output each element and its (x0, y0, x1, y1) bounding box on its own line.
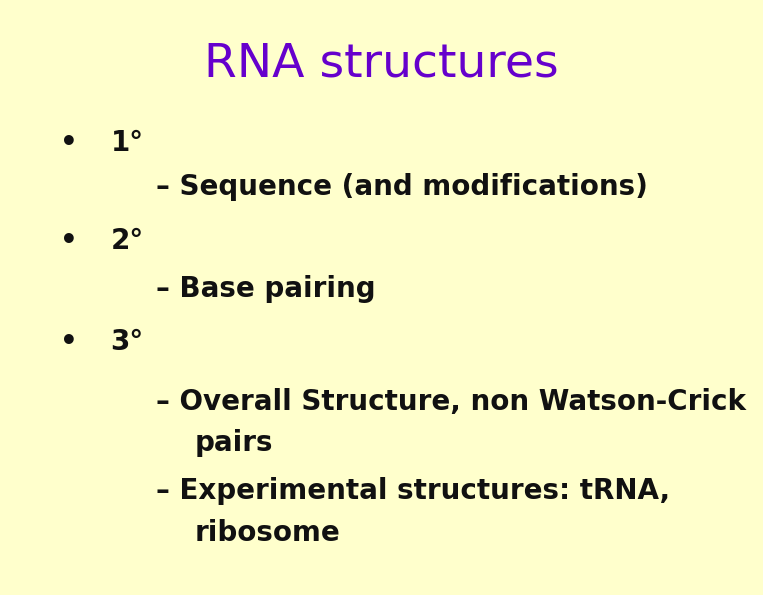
Text: – Overall Structure, non Watson-Crick: – Overall Structure, non Watson-Crick (156, 387, 746, 416)
Text: •: • (60, 227, 78, 255)
Text: •: • (60, 129, 78, 157)
Text: •: • (60, 328, 78, 356)
Text: ribosome: ribosome (195, 518, 340, 547)
Text: pairs: pairs (195, 429, 273, 458)
Text: – Base pairing: – Base pairing (156, 274, 376, 303)
Text: – Sequence (and modifications): – Sequence (and modifications) (156, 173, 649, 202)
Text: – Experimental structures: tRNA,: – Experimental structures: tRNA, (156, 477, 671, 505)
Text: 3°: 3° (111, 328, 144, 356)
Text: 2°: 2° (111, 227, 144, 255)
Text: RNA structures: RNA structures (204, 42, 559, 87)
Text: 1°: 1° (111, 129, 143, 157)
